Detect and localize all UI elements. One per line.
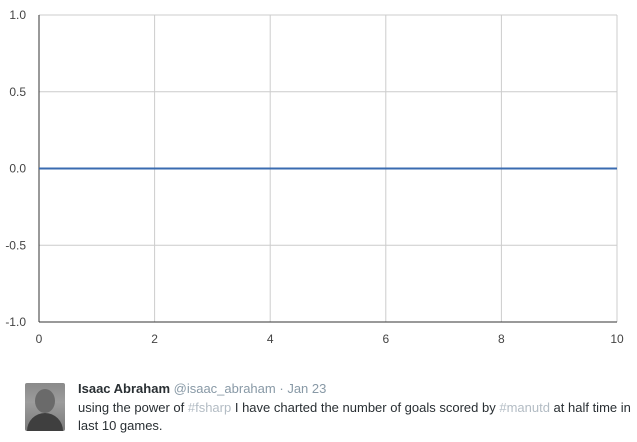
x-tick-label: 8 xyxy=(498,332,505,346)
y-tick-label: -0.5 xyxy=(5,238,26,252)
x-tick-label: 0 xyxy=(36,332,43,346)
tweet: Isaac Abraham @isaac_abraham · Jan 23 us… xyxy=(25,380,631,436)
line-chart: 1.0 0.5 0.0 -0.5 -1.0 0 2 4 6 8 10 xyxy=(5,8,624,346)
tweet-text-part: I have charted the number of goals score… xyxy=(231,400,500,415)
hashtag-fsharp[interactable]: #fsharp xyxy=(187,400,232,415)
x-tick-label: 10 xyxy=(610,332,624,346)
x-tick-label: 2 xyxy=(151,332,158,346)
tweet-text-part: using the power of xyxy=(78,400,188,415)
author-name[interactable]: Isaac Abraham xyxy=(78,381,171,396)
avatar[interactable] xyxy=(25,383,65,431)
tweet-text: using the power of #fsharp I have charte… xyxy=(78,399,637,435)
x-tick-label: 4 xyxy=(267,332,274,346)
y-tick-label: -1.0 xyxy=(5,315,26,329)
tweet-header: Isaac Abraham @isaac_abraham · Jan 23 xyxy=(78,380,637,398)
tweet-body: Isaac Abraham @isaac_abraham · Jan 23 us… xyxy=(78,380,637,435)
hashtag-manutd[interactable]: #manutd xyxy=(499,400,550,415)
tweet-text-part: at half time in last 10 games. xyxy=(78,400,631,433)
tweet-date[interactable]: Jan 23 xyxy=(287,381,327,396)
y-tick-label: 0.5 xyxy=(9,85,26,99)
author-handle[interactable]: @isaac_abraham xyxy=(173,381,276,396)
y-tick-label: 0.0 xyxy=(9,162,26,176)
x-tick-label: 6 xyxy=(382,332,389,346)
y-tick-label: 1.0 xyxy=(9,8,26,22)
separator: · xyxy=(279,381,284,396)
